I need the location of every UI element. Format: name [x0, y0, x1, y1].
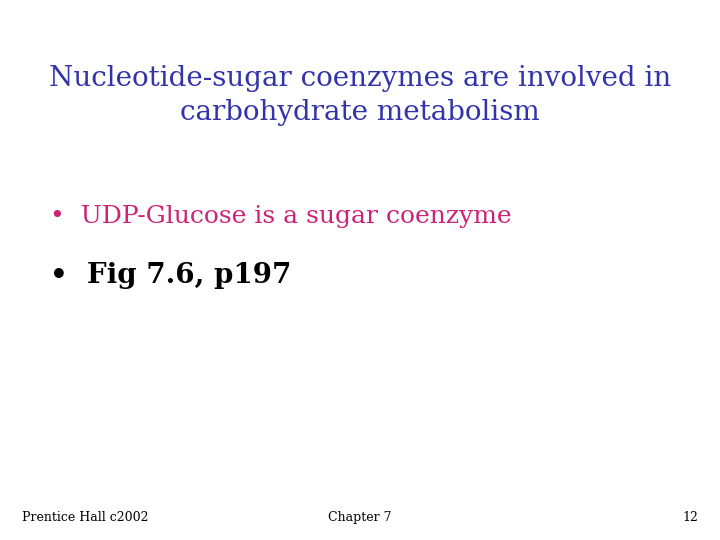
- Text: •  UDP-Glucose is a sugar coenzyme: • UDP-Glucose is a sugar coenzyme: [50, 205, 512, 227]
- Text: •  Fig 7.6, p197: • Fig 7.6, p197: [50, 262, 292, 289]
- Text: Prentice Hall c2002: Prentice Hall c2002: [22, 511, 148, 524]
- Text: 12: 12: [683, 511, 698, 524]
- Text: Nucleotide-sugar coenzymes are involved in
carbohydrate metabolism: Nucleotide-sugar coenzymes are involved …: [49, 65, 671, 126]
- Text: Chapter 7: Chapter 7: [328, 511, 392, 524]
